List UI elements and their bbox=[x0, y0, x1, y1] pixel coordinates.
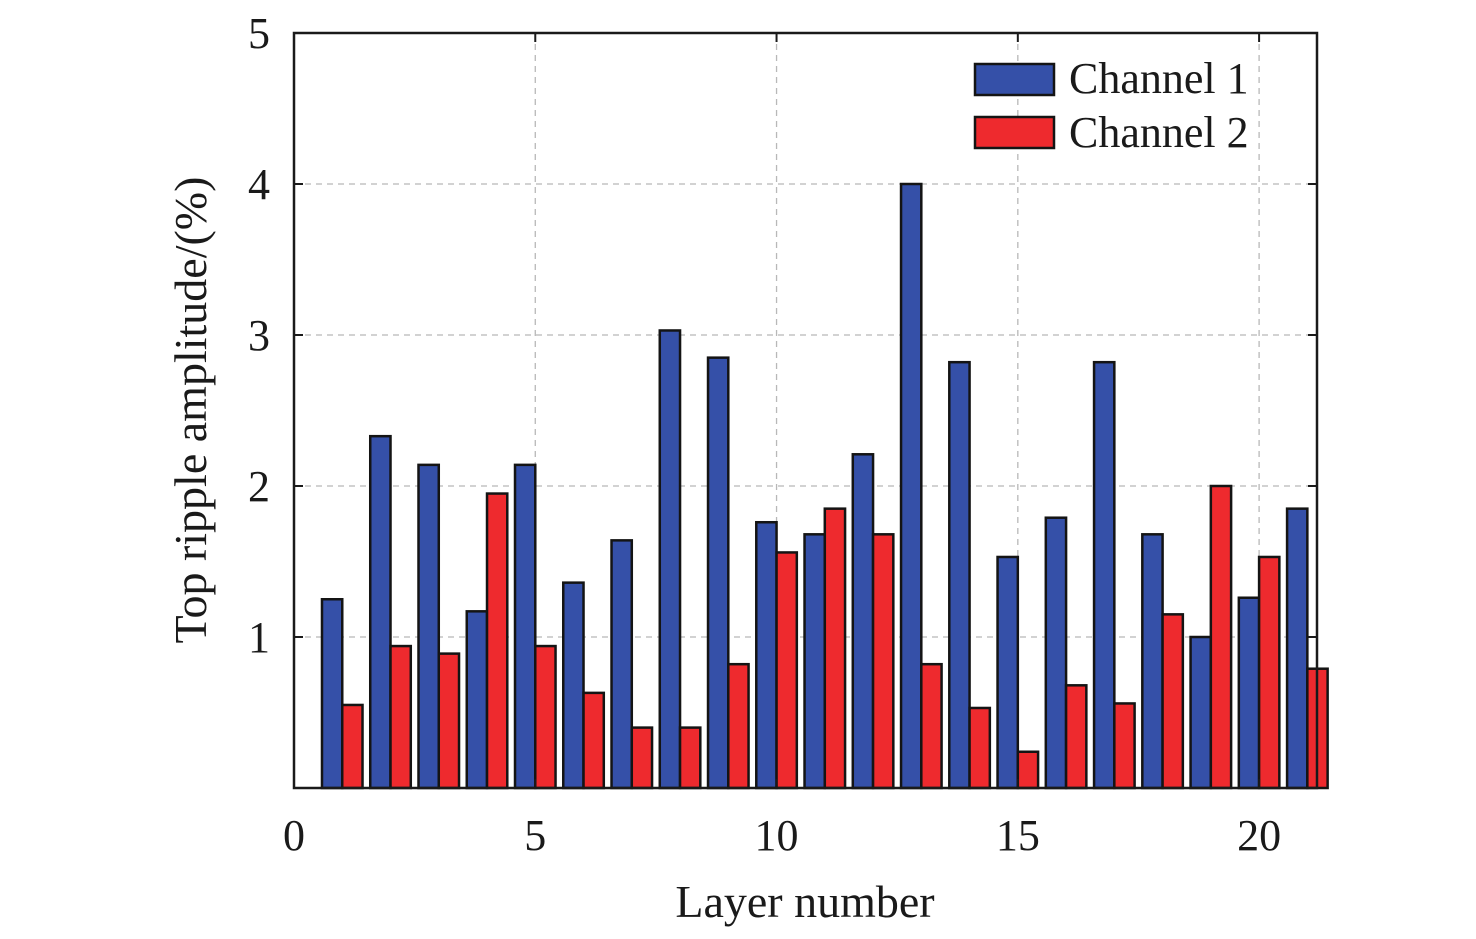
bar-channel-1-layer-3 bbox=[417, 463, 441, 790]
bar-channel-1-layer-15 bbox=[996, 555, 1020, 790]
bar-channel-2-layer-3 bbox=[437, 652, 461, 790]
bar-channel-2-layer-16 bbox=[1064, 684, 1088, 790]
bar-channel-2-layer-11 bbox=[823, 507, 847, 790]
bar-channel-1-layer-5 bbox=[513, 463, 537, 790]
bar-channel-1-layer-11 bbox=[803, 533, 827, 790]
axis-ticks bbox=[293, 32, 1317, 788]
bar-channel-1-layer-10 bbox=[755, 520, 778, 790]
bar-channel-2-layer-13 bbox=[920, 662, 943, 790]
x-tick-labels: 0 5 10 15 20 bbox=[283, 811, 1281, 860]
bar-channel-1-layer-19 bbox=[1189, 635, 1213, 790]
legend-label-channel-1: Channel 1 bbox=[1069, 54, 1249, 103]
bar-channel-2-layer-12 bbox=[871, 533, 895, 790]
bar-channel-2-layer-7 bbox=[630, 726, 654, 790]
bar-channel-1-layer-13 bbox=[899, 182, 923, 790]
bar-channel-1-layer-16 bbox=[1044, 516, 1068, 790]
x-tick-label: 5 bbox=[524, 811, 546, 860]
bar-channel-2-layer-17 bbox=[1113, 702, 1136, 790]
bar-channel-1-layer-4 bbox=[465, 610, 489, 790]
legend: Channel 1 Channel 2 bbox=[973, 54, 1249, 157]
legend-label-channel-2: Channel 2 bbox=[1069, 108, 1249, 157]
bar-channel-2-layer-18 bbox=[1161, 613, 1185, 790]
bar-channel-2-layer-6 bbox=[582, 691, 606, 790]
bar-channel-2-layer-14 bbox=[968, 706, 992, 790]
x-tick-label: 20 bbox=[1237, 811, 1281, 860]
legend-swatch-channel-2 bbox=[973, 115, 1056, 150]
bar-channel-1-layer-21 bbox=[1285, 507, 1309, 790]
y-tick-label: 4 bbox=[248, 160, 270, 209]
plot-frame bbox=[292, 31, 1319, 790]
bar-channel-2-layer-8 bbox=[678, 726, 702, 790]
bar-channel-1-layer-8 bbox=[658, 329, 682, 790]
y-tick-label: 3 bbox=[248, 311, 270, 360]
x-axis-title: Layer number bbox=[675, 876, 934, 927]
bar-channel-1-layer-2 bbox=[368, 434, 392, 790]
bar-channel-1-layer-12 bbox=[851, 453, 875, 790]
y-axis-title: Top ripple amplitude/(%) bbox=[165, 177, 216, 644]
bar-channel-2-layer-20 bbox=[1257, 555, 1281, 790]
bar-channel-1-layer-17 bbox=[1092, 360, 1116, 790]
bar-channel-1-layer-1 bbox=[320, 598, 344, 790]
x-tick-label: 10 bbox=[755, 811, 799, 860]
bar-channel-1-layer-7 bbox=[610, 539, 634, 790]
bar-channel-2-layer-4 bbox=[485, 492, 509, 790]
bar-channel-2-layer-5 bbox=[534, 644, 557, 790]
bar-channel-1-layer-6 bbox=[562, 581, 585, 790]
bar-channel-1-layer-14 bbox=[948, 360, 971, 790]
y-tick-label: 1 bbox=[248, 613, 270, 662]
y-tick-label: 5 bbox=[248, 9, 270, 58]
y-tick-label: 2 bbox=[248, 462, 270, 511]
legend-swatch-channel-1 bbox=[973, 62, 1056, 97]
bar-channel-2-layer-15 bbox=[1016, 750, 1040, 790]
bar-channel-2-layer-10 bbox=[775, 551, 799, 790]
bar-channel-2-layer-2 bbox=[389, 644, 413, 790]
bar-channel-2-layer-1 bbox=[341, 703, 364, 790]
bar-channel-2-layer-9 bbox=[727, 662, 750, 790]
y-tick-labels: 1 2 3 4 5 bbox=[248, 9, 270, 662]
bar-channel-1-layer-18 bbox=[1141, 533, 1164, 790]
x-tick-label: 0 bbox=[283, 811, 305, 860]
bar-channel-1-layer-20 bbox=[1237, 596, 1261, 790]
bar-channel-2-layer-19 bbox=[1209, 484, 1233, 790]
bar-channel-1-layer-9 bbox=[706, 356, 730, 790]
x-tick-label: 15 bbox=[996, 811, 1040, 860]
